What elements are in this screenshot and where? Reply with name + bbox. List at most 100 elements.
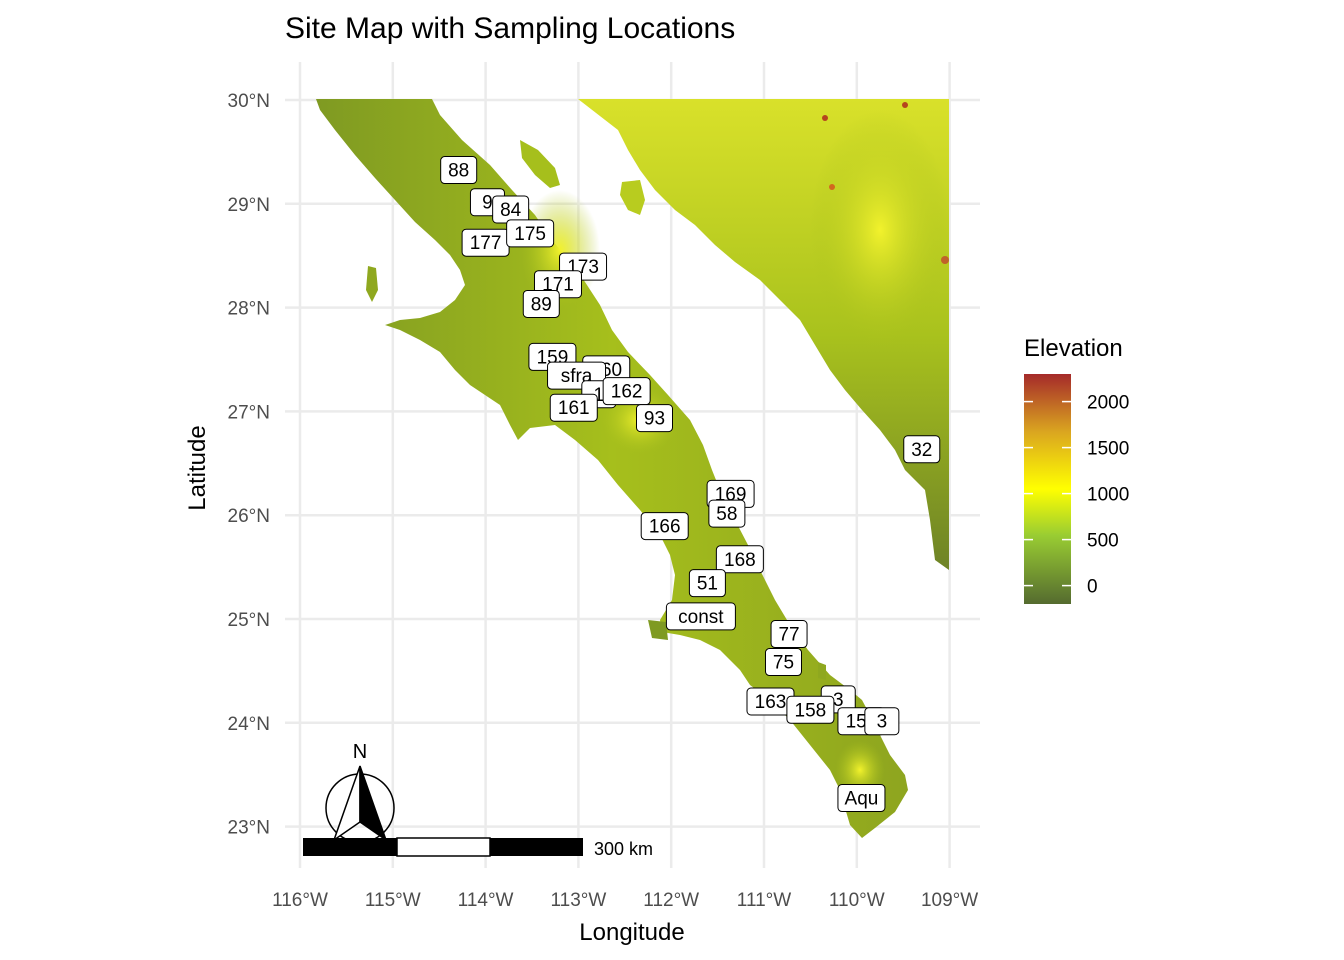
y-tick-label: 24°N	[228, 714, 270, 735]
elevation-legend: Elevation 2000 1500 1000 500 0	[1024, 335, 1129, 604]
site-label[interactable]: 84	[492, 195, 530, 224]
site-label-box	[522, 289, 560, 318]
scale-bar: 300 km	[303, 837, 653, 859]
y-tick-label: 27°N	[228, 402, 270, 423]
site-label[interactable]: 77	[770, 620, 808, 649]
site-label-text: 84	[500, 200, 522, 221]
x-tick-label: 116°W	[272, 890, 328, 911]
island-tiburon	[620, 180, 645, 215]
site-label[interactable]: 161	[549, 393, 598, 422]
x-tick-label: 110°W	[829, 890, 885, 911]
elevation-peak	[902, 102, 908, 108]
y-tick-label: 29°N	[228, 195, 270, 216]
site-label-box	[715, 545, 764, 574]
site-label-text: 3	[877, 712, 888, 733]
map-title: Site Map with Sampling Locations	[285, 12, 735, 45]
site-label-box	[640, 512, 689, 541]
scale-bar-segment	[490, 838, 583, 856]
site-label-text: 158	[795, 700, 827, 721]
site-label-text: 58	[716, 504, 737, 525]
x-tick-label: 112°W	[643, 890, 699, 911]
y-tick-label: 25°N	[228, 610, 270, 631]
site-label[interactable]: Aqu	[837, 784, 886, 813]
x-tick-label: 115°W	[365, 890, 421, 911]
site-label-text: 32	[911, 440, 932, 461]
peninsula-landmass	[316, 99, 908, 838]
north-arrow-right-half	[359, 765, 388, 842]
site-label[interactable]: 32	[903, 435, 941, 464]
site-label-text: 77	[778, 625, 799, 646]
site-label-box	[506, 219, 555, 248]
site-label-box	[786, 695, 835, 724]
site-label[interactable]: 75	[764, 648, 802, 677]
site-label-text: 168	[724, 550, 756, 571]
site-label[interactable]: 88	[440, 156, 478, 185]
island-angel-de-la-guarda	[520, 140, 560, 188]
site-label-text: 51	[697, 574, 718, 595]
x-tick-label: 111°W	[737, 890, 791, 911]
x-tick-label: 113°W	[550, 890, 606, 911]
elevation-peak	[822, 115, 828, 121]
site-label[interactable]: 3	[864, 707, 900, 736]
site-label[interactable]: 51	[688, 569, 726, 598]
x-axis-ticks: 116°W 115°W 114°W 113°W 112°W 111°W 110°W 109°W	[272, 890, 978, 911]
x-tick-label: 109°W	[921, 890, 978, 911]
site-label-box	[903, 435, 941, 464]
y-tick-label: 23°N	[228, 818, 270, 839]
site-label-text: 1	[594, 385, 605, 406]
site-label-text: 166	[649, 517, 681, 538]
legend-tick-label: 2000	[1087, 393, 1129, 414]
site-label[interactable]: 162	[602, 377, 651, 406]
site-label-text: 89	[531, 294, 552, 315]
site-label-text: 9	[482, 193, 493, 214]
site-label-box	[688, 569, 726, 598]
elevation-peak	[829, 184, 835, 190]
site-label-box	[602, 377, 651, 406]
north-label: N	[353, 741, 367, 763]
y-tick-label: 28°N	[228, 299, 270, 320]
site-label[interactable]: 93	[635, 404, 673, 433]
x-axis-title: Longitude	[579, 919, 684, 946]
elevation-peak	[941, 256, 949, 264]
site-label-text: 177	[470, 233, 502, 254]
site-label-text: 75	[773, 653, 794, 674]
site-label[interactable]: 168	[715, 545, 764, 574]
x-tick-label: 114°W	[458, 890, 514, 911]
site-label[interactable]: 158	[786, 695, 835, 724]
site-label-box	[764, 648, 802, 677]
legend-tick-label: 0	[1087, 577, 1098, 598]
scale-bar-label: 300 km	[594, 839, 653, 859]
y-axis-title: Latitude	[184, 425, 211, 510]
site-label-text: 162	[611, 382, 643, 403]
site-label-text: 161	[558, 398, 590, 419]
site-label-box	[770, 620, 808, 649]
site-label-text: Aqu	[845, 789, 879, 810]
site-label[interactable]: 89	[522, 289, 560, 318]
site-label-box	[708, 499, 746, 528]
y-tick-label: 26°N	[228, 506, 270, 527]
site-label-text: 93	[644, 409, 665, 430]
site-label-text: 163	[755, 692, 787, 713]
highland-shade	[810, 110, 950, 350]
site-label-box	[440, 156, 478, 185]
island-cedros	[366, 266, 378, 302]
legend-tick-label: 1500	[1087, 439, 1129, 460]
site-label[interactable]: 175	[506, 219, 555, 248]
site-label-box	[549, 393, 598, 422]
site-label-text: const	[678, 607, 724, 628]
site-label[interactable]: 177	[461, 228, 510, 257]
site-label-text: 175	[514, 224, 546, 245]
site-label[interactable]: 58	[708, 499, 746, 528]
site-label-text: 3	[833, 690, 844, 711]
site-label-text: 88	[448, 161, 469, 182]
y-axis-ticks: 30°N 29°N 28°N 27°N 26°N 25°N 24°N 23°N	[228, 91, 270, 839]
site-label-box	[635, 404, 673, 433]
site-label-box	[665, 602, 736, 631]
site-label[interactable]: const	[665, 602, 736, 631]
site-label-box	[864, 707, 900, 736]
island-san-jose	[818, 662, 826, 680]
site-label[interactable]: 166	[640, 512, 689, 541]
site-label[interactable]: 163	[746, 687, 795, 716]
